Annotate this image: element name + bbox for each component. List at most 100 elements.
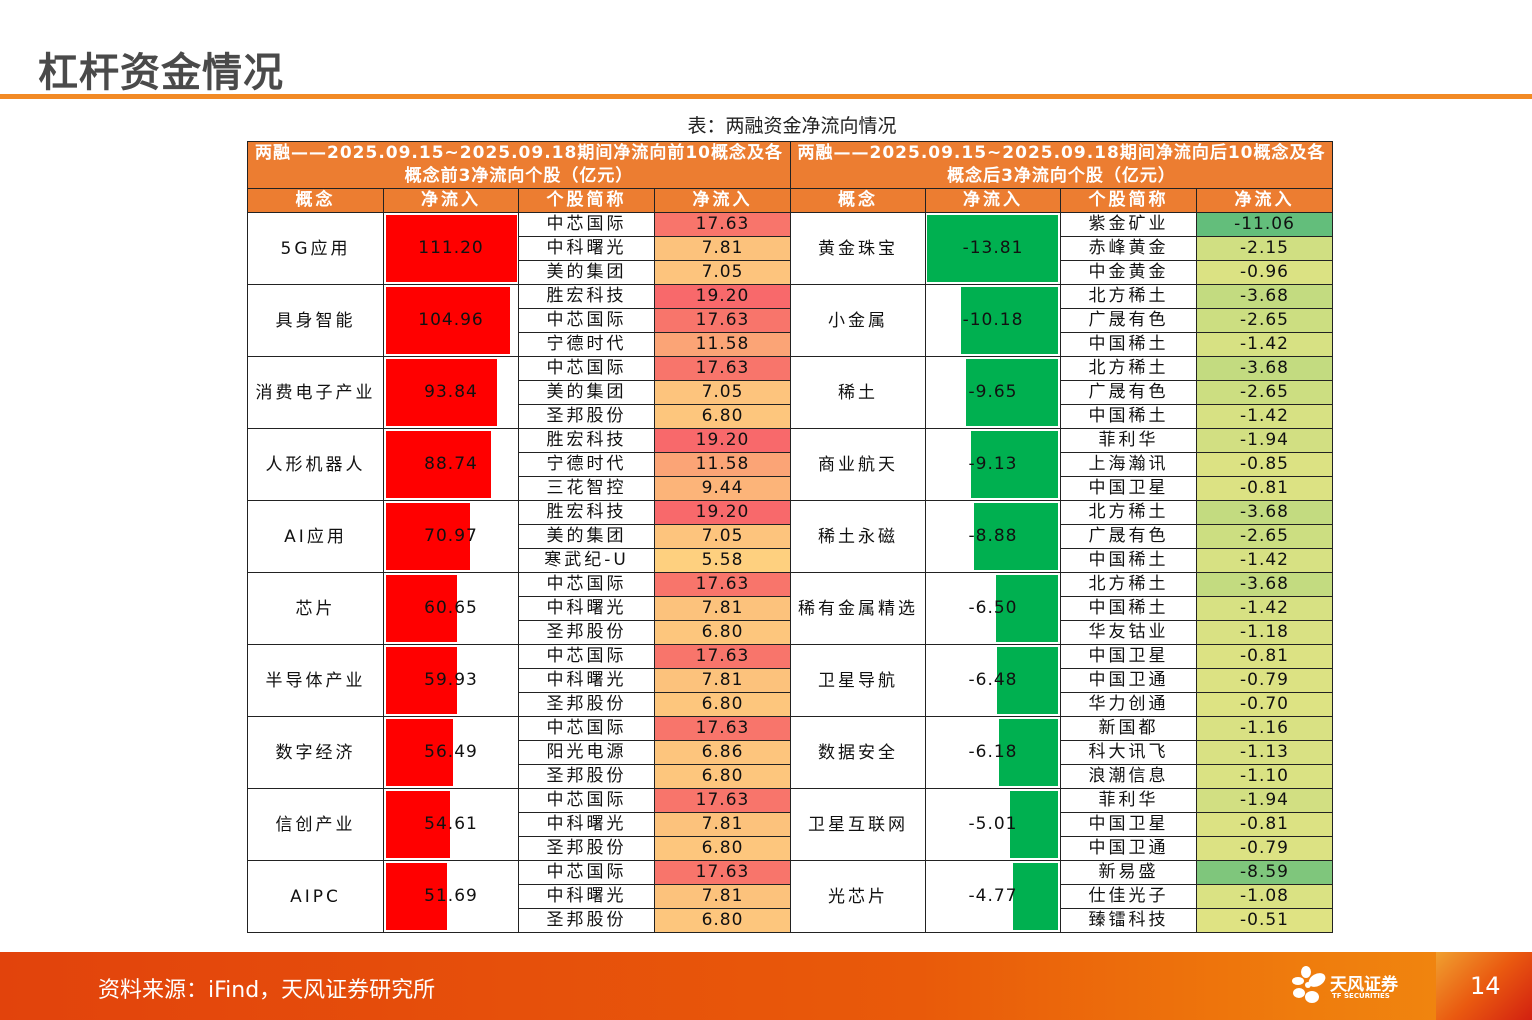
table-row: 具身智能 104.96 胜宏科技 19.20 小金属 -10.18 北方稀土 -3.68 (247, 284, 1333, 357)
table-header-row: 概念 净流入 个股简称 净流入 概念 净流入 个股简称 净流入 (247, 188, 1333, 213)
stock-name: 美的集团 (518, 380, 655, 405)
concept-name: 数字经济 (247, 716, 384, 789)
stock-name: 北方稀土 (1060, 356, 1197, 381)
stock-inflow-value: 6.80 (654, 908, 791, 933)
stock-name: 广晟有色 (1060, 380, 1197, 405)
stock-inflow-value: -1.18 (1196, 620, 1333, 645)
concept-name: 商业航天 (790, 428, 926, 501)
table-row: 中科曙光 7.81 中国稀土 -1.42 (248, 596, 1333, 621)
stock-inflow-value: -1.42 (1196, 596, 1333, 621)
header-concept: 概念 (247, 188, 384, 213)
stock-name: 胜宏科技 (518, 428, 655, 453)
data-bar (386, 215, 517, 282)
table-row: 5G应用 111.20 中芯国际 17.63 黄金珠宝 -13.81 紫金矿业 -11.06 (247, 212, 1333, 285)
stock-inflow-value: 6.80 (654, 620, 791, 645)
table-row: 中芯国际 17.63 广晟有色 -2.65 (248, 308, 1333, 333)
concept-name: 黄金珠宝 (790, 212, 926, 285)
concept-net-inflow: 70.97 (383, 500, 519, 573)
net-inflow-value: 56.49 (424, 742, 478, 762)
stock-name: 胜宏科技 (518, 284, 655, 309)
data-bar (1012, 863, 1058, 930)
stock-inflow-value: 7.81 (654, 884, 791, 909)
stock-name: 仕佳光子 (1060, 884, 1197, 909)
stock-name: 中国卫星 (1060, 476, 1197, 501)
net-inflow-value: 93.84 (424, 382, 478, 402)
stock-inflow-value: -1.94 (1196, 788, 1333, 813)
stock-name: 圣邦股份 (518, 692, 655, 717)
table-caption: 表：两融资金净流向情况 (687, 115, 897, 137)
stock-inflow-value: -1.10 (1196, 764, 1333, 789)
stock-inflow-value: -1.42 (1196, 548, 1333, 573)
header-stock-inflow: 净流入 (654, 188, 791, 213)
net-inflow-value: 88.74 (424, 454, 478, 474)
net-inflow-value: 104.96 (418, 310, 484, 330)
table-row: 宁德时代 11.58 上海瀚讯 -0.85 (248, 452, 1333, 477)
stock-inflow-value: -0.85 (1196, 452, 1333, 477)
concept-net-inflow: 56.49 (383, 716, 519, 789)
stock-inflow-value: -0.51 (1196, 908, 1333, 933)
stock-inflow-value: -0.79 (1196, 836, 1333, 861)
stock-name: 中科曙光 (518, 884, 655, 909)
table-row: 圣邦股份 6.80 中国稀土 -1.42 (248, 404, 1333, 429)
stock-inflow-value: -0.79 (1196, 668, 1333, 693)
data-bar (999, 719, 1058, 786)
net-inflow-value: -8.88 (968, 526, 1018, 546)
stock-inflow-value: 5.58 (654, 548, 791, 573)
stock-inflow-value: 7.05 (654, 260, 791, 285)
stock-inflow-value: 7.05 (654, 380, 791, 405)
header-stock-name: 个股简称 (518, 188, 655, 213)
concept-name: AIPC (247, 860, 384, 933)
stock-name: 科大讯飞 (1060, 740, 1197, 765)
net-inflow-value: -9.13 (968, 454, 1018, 474)
data-bar (996, 575, 1058, 642)
stock-inflow-value: -3.68 (1196, 284, 1333, 309)
stock-name: 美的集团 (518, 524, 655, 549)
concept-name: 具身智能 (247, 284, 384, 357)
stock-inflow-value: -1.13 (1196, 740, 1333, 765)
concept-net-inflow: 51.69 (383, 860, 519, 933)
stock-name: 菲利华 (1060, 428, 1197, 453)
stock-inflow-value: 6.80 (654, 692, 791, 717)
stock-name: 广晟有色 (1060, 524, 1197, 549)
concept-net-inflow: -9.13 (925, 428, 1061, 501)
table-row: 圣邦股份 6.80 华友钴业 -1.18 (248, 620, 1333, 645)
net-inflow-value: -13.81 (962, 238, 1024, 258)
stock-name: 中科曙光 (518, 668, 655, 693)
header-concept: 概念 (790, 188, 926, 213)
concept-net-inflow: 54.61 (383, 788, 519, 861)
stock-inflow-value: -3.68 (1196, 572, 1333, 597)
stock-inflow-value: 9.44 (654, 476, 791, 501)
stock-name: 宁德时代 (518, 332, 655, 357)
concept-net-inflow: 60.65 (383, 572, 519, 645)
table-row: 中科曙光 7.81 仕佳光子 -1.08 (248, 884, 1333, 909)
concept-name: 消费电子产业 (247, 356, 384, 429)
stock-name: 三花智控 (518, 476, 655, 501)
table-row: 宁德时代 11.58 中国稀土 -1.42 (248, 332, 1333, 357)
stock-name: 上海瀚讯 (1060, 452, 1197, 477)
data-bar (386, 863, 447, 930)
concept-net-inflow: -6.48 (925, 644, 1061, 717)
stock-name: 菲利华 (1060, 788, 1197, 813)
stock-inflow-value: -1.42 (1196, 332, 1333, 357)
net-inflow-value: 59.93 (424, 670, 478, 690)
concept-name: 半导体产业 (247, 644, 384, 717)
data-bar (386, 647, 457, 714)
concept-name: 稀有金属精选 (790, 572, 926, 645)
data-bar (386, 287, 510, 354)
stock-name: 中国卫星 (1060, 812, 1197, 837)
source-note: 资料来源：iFind，天风证券研究所 (98, 978, 436, 1003)
concept-name: AI应用 (247, 500, 384, 573)
stock-inflow-value: 6.80 (654, 836, 791, 861)
stock-inflow-value: -0.81 (1196, 476, 1333, 501)
table-row: 中科曙光 7.81 中国卫星 -0.81 (248, 812, 1333, 837)
stock-inflow-value: 7.81 (654, 236, 791, 261)
concept-name: 人形机器人 (247, 428, 384, 501)
table-row: 圣邦股份 6.80 中国卫通 -0.79 (248, 836, 1333, 861)
concept-net-inflow: -9.65 (925, 356, 1061, 429)
stock-name: 浪潮信息 (1060, 764, 1197, 789)
stock-inflow-value: 17.63 (654, 212, 791, 237)
stock-name: 中国卫通 (1060, 836, 1197, 861)
net-inflow-value: -6.50 (968, 598, 1018, 618)
stock-name: 新易盛 (1060, 860, 1197, 885)
concept-name: 小金属 (790, 284, 926, 357)
